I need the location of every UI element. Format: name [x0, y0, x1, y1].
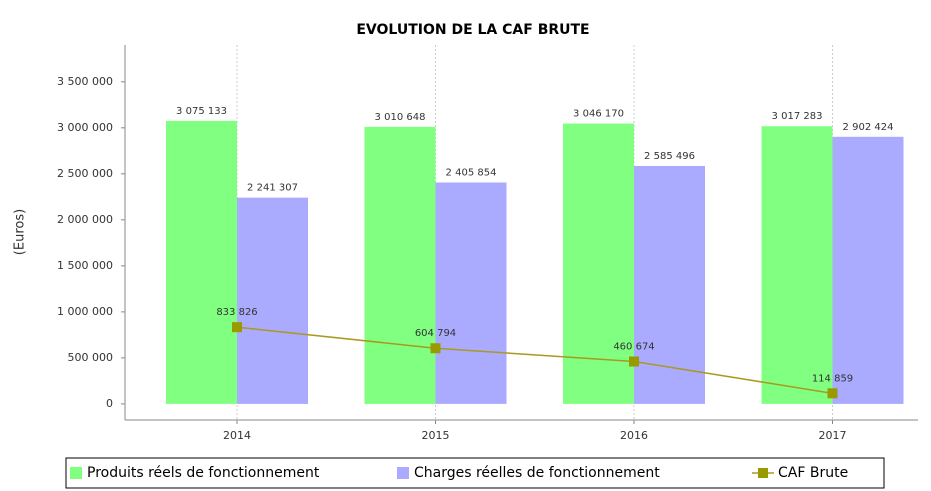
line-marker: [430, 343, 441, 354]
value-label: 3 046 170: [573, 109, 624, 120]
y-tick-label: 1 000 000: [57, 305, 113, 318]
y-tick-label: 3 000 000: [57, 121, 113, 134]
y-tick-label: 2 000 000: [57, 213, 113, 226]
y-axis-label: (Euros): [13, 209, 28, 255]
bar: [832, 136, 904, 404]
bar: [563, 123, 634, 404]
bar: [364, 126, 436, 404]
bar: [435, 182, 507, 404]
line-marker: [827, 388, 838, 399]
bar: [634, 165, 705, 404]
value-label: 2 405 854: [446, 167, 497, 178]
bar: [237, 197, 308, 404]
x-tick-label: 2017: [819, 429, 847, 442]
bar: [761, 126, 833, 404]
legend-swatch: [397, 467, 409, 479]
x-tick-label: 2014: [223, 429, 251, 442]
value-label: 604 794: [415, 328, 456, 339]
line: [236, 326, 833, 395]
value-label: 3 017 283: [772, 111, 823, 122]
value-label: 3 010 648: [375, 112, 426, 123]
legend-box: [65, 457, 885, 489]
legend-label: Charges réelles de fonctionnement: [414, 465, 660, 481]
line-marker: [232, 322, 242, 333]
line-marker: [629, 356, 639, 367]
legend-swatch: [70, 467, 82, 479]
y-tick-label: 500 000: [68, 351, 114, 364]
bar: [166, 120, 237, 404]
legend-label: Produits réels de fonctionnement: [87, 465, 320, 481]
x-tick-label: 2015: [422, 429, 450, 442]
y-tick-label: 0: [106, 397, 113, 410]
value-label: 833 826: [216, 307, 257, 318]
value-label: 2 241 307: [247, 183, 298, 194]
value-label: 460 674: [613, 342, 654, 353]
legend-marker: [758, 468, 768, 478]
value-label: 114 859: [812, 373, 853, 384]
value-label: 3 075 133: [176, 106, 227, 117]
y-tick-label: 3 500 000: [57, 75, 113, 88]
y-tick-label: 1 500 000: [57, 259, 113, 272]
chart-title: EVOLUTION DE LA CAF BRUTE: [356, 22, 589, 38]
x-tick-label: 2016: [620, 429, 648, 442]
y-tick-label: 2 500 000: [57, 167, 113, 180]
value-label: 2 902 424: [843, 122, 894, 133]
legend-label: CAF Brute: [778, 465, 848, 481]
value-label: 2 585 496: [644, 151, 695, 162]
